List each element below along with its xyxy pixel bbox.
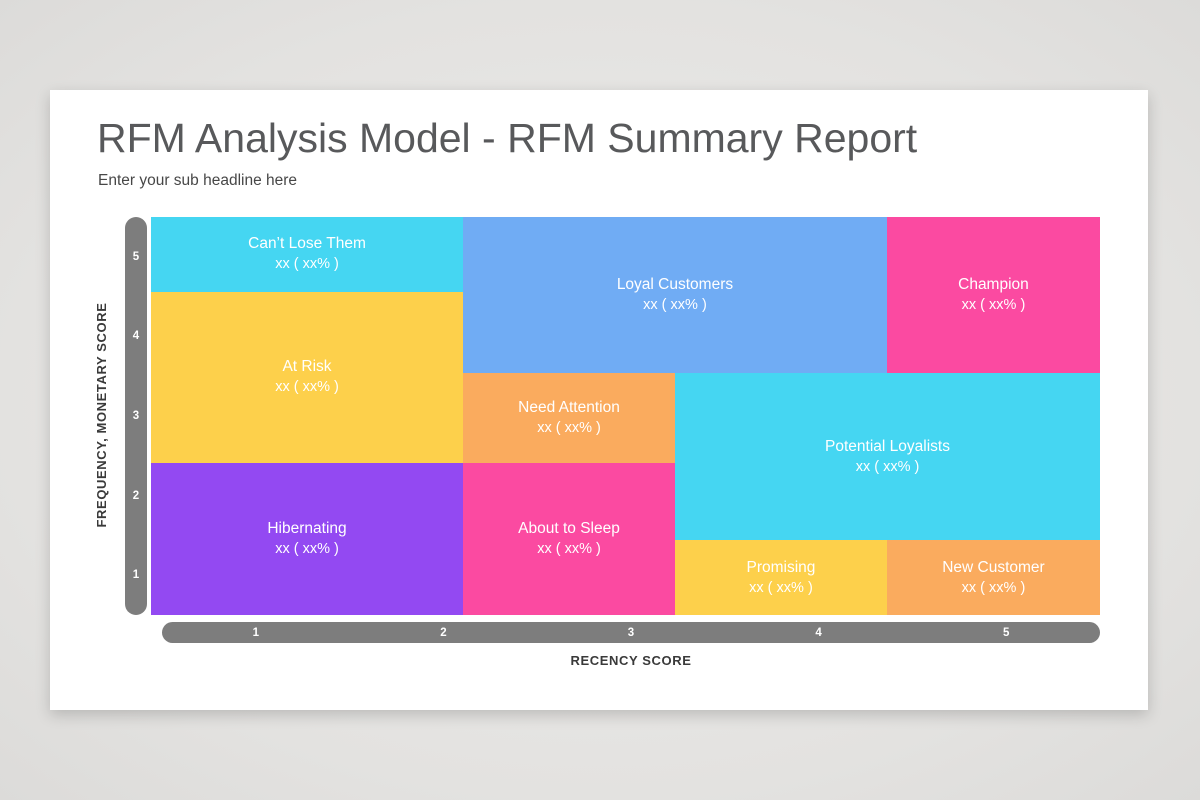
segment-value: xx ( xx% ) — [537, 540, 601, 557]
segment-value: xx ( xx% ) — [643, 297, 707, 313]
x-axis-tick-3: 3 — [627, 626, 635, 639]
segment-name: Champion — [958, 276, 1029, 293]
segment-name: Need Attention — [518, 399, 620, 416]
x-axis-bar: 1 2 3 4 5 — [162, 622, 1100, 643]
segment-value: xx ( xx% ) — [855, 458, 920, 475]
y-axis-bar: 5 4 3 2 1 — [125, 217, 147, 615]
segment-value: xx ( xx% ) — [961, 579, 1026, 596]
segment-name: Potential Loyalists — [825, 437, 950, 455]
y-axis-title: FREQUENCY, MONETARY SCORE — [94, 302, 109, 528]
segment-value: xx ( xx% ) — [275, 256, 339, 273]
plot-area: Can’t Lose Them xx ( xx% ) Loyal Customers… — [151, 217, 1100, 615]
segment-potential-loyalists: Potential Loyalists xx ( xx% ) — [675, 373, 1100, 541]
segment-value: xx ( xx% ) — [749, 579, 813, 596]
y-axis-tick-2: 2 — [132, 489, 140, 502]
y-axis-tick-5: 5 — [132, 250, 140, 263]
page-subtitle: Enter your sub headline here — [98, 172, 298, 189]
segment-name: Can’t Lose Them — [248, 235, 366, 253]
segment-hibernating: Hibernating xx ( xx% ) — [151, 463, 464, 615]
segment-value: xx ( xx% ) — [275, 379, 339, 396]
segment-loyal-customers: Loyal Customers xx ( xx% ) — [463, 217, 887, 374]
segment-name: Promising — [746, 558, 816, 576]
segment-name: Loyal Customers — [616, 276, 734, 293]
segment-name: At Risk — [282, 358, 332, 376]
segment-value: xx ( xx% ) — [537, 420, 601, 436]
segment-champion: Champion xx ( xx% ) — [886, 217, 1100, 374]
segment-value: xx ( xx% ) — [275, 540, 339, 557]
y-axis-tick-4: 4 — [132, 330, 140, 343]
segment-value: xx ( xx% ) — [961, 297, 1026, 313]
page-title: RFM Analysis Model - RFM Summary Report — [97, 115, 918, 161]
x-axis-tick-5: 5 — [1002, 626, 1010, 639]
segment-at-risk: At Risk xx ( xx% ) — [151, 291, 464, 463]
segment-about-to-sleep: About to Sleep xx ( xx% ) — [463, 463, 676, 615]
x-axis-tick-1: 1 — [252, 626, 259, 639]
segment-name: Hibernating — [267, 519, 347, 537]
x-axis-title: RECENCY SCORE — [570, 653, 692, 668]
x-axis-tick-4: 4 — [815, 626, 822, 639]
y-axis-tick-1: 1 — [132, 569, 140, 582]
segment-name: New Customer — [942, 558, 1045, 576]
segment-name: About to Sleep — [518, 519, 620, 537]
segment-need-attention: Need Attention xx ( xx% ) — [463, 373, 676, 463]
segment-can-t-lose-them: Can’t Lose Them xx ( xx% ) — [151, 217, 464, 292]
y-axis-tick-3: 3 — [132, 409, 140, 422]
segment-promising: Promising xx ( xx% ) — [675, 540, 887, 615]
segment-new-customer: New Customer xx ( xx% ) — [886, 540, 1100, 615]
x-axis-tick-2: 2 — [440, 626, 447, 639]
